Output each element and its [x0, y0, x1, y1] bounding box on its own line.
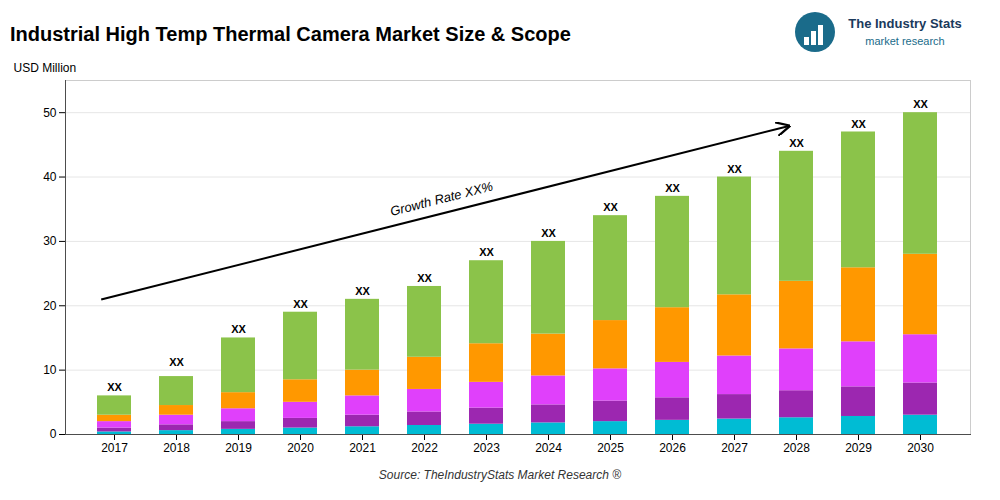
svg-text:2028: 2028 [783, 441, 810, 455]
svg-text:2018: 2018 [163, 441, 190, 455]
svg-text:USD Million: USD Million [14, 61, 77, 75]
svg-text:XX: XX [665, 182, 680, 194]
svg-text:2022: 2022 [411, 441, 438, 455]
svg-text:XX: XX [479, 246, 494, 258]
svg-text:XX: XX [851, 118, 866, 130]
svg-text:XX: XX [417, 272, 432, 284]
svg-text:XX: XX [603, 201, 618, 213]
svg-text:XX: XX [231, 323, 246, 335]
svg-text:XX: XX [727, 163, 742, 175]
svg-text:0: 0 [50, 427, 57, 441]
html-text:Source: TheIndustryStats Marke: Source: TheIndustryStats Market Research… [378, 468, 622, 482]
svg-text:XX: XX [293, 298, 308, 310]
svg-text:XX: XX [913, 98, 928, 110]
svg-text:2030: 2030 [907, 441, 934, 455]
svg-text:2017: 2017 [101, 441, 128, 455]
svg-text:2029: 2029 [845, 441, 872, 455]
svg-text:2026: 2026 [659, 441, 686, 455]
svg-text:XX: XX [107, 381, 122, 393]
html-text:Industrial High Temp Thermal C: Industrial High Temp Thermal Camera Mark… [10, 22, 571, 45]
svg-text:50: 50 [43, 106, 57, 120]
svg-text:XX: XX [355, 285, 370, 297]
svg-text:30: 30 [43, 234, 57, 248]
svg-text:2021: 2021 [349, 441, 376, 455]
svg-text:20: 20 [43, 299, 57, 313]
svg-text:2027: 2027 [721, 441, 748, 455]
svg-text:2023: 2023 [473, 441, 500, 455]
svg-text:40: 40 [43, 170, 57, 184]
svg-text:The Industry Stats: The Industry Stats [848, 16, 961, 31]
svg-text:Growth Rate XX%: Growth Rate XX% [389, 179, 495, 219]
svg-text:market research: market research [865, 35, 944, 47]
svg-text:XX: XX [169, 356, 184, 368]
svg-text:2025: 2025 [597, 441, 624, 455]
svg-text:XX: XX [789, 137, 804, 149]
svg-text:2024: 2024 [535, 441, 562, 455]
svg-text:XX: XX [541, 227, 556, 239]
svg-text:2019: 2019 [225, 441, 252, 455]
svg-text:10: 10 [43, 363, 57, 377]
svg-text:2020: 2020 [287, 441, 314, 455]
